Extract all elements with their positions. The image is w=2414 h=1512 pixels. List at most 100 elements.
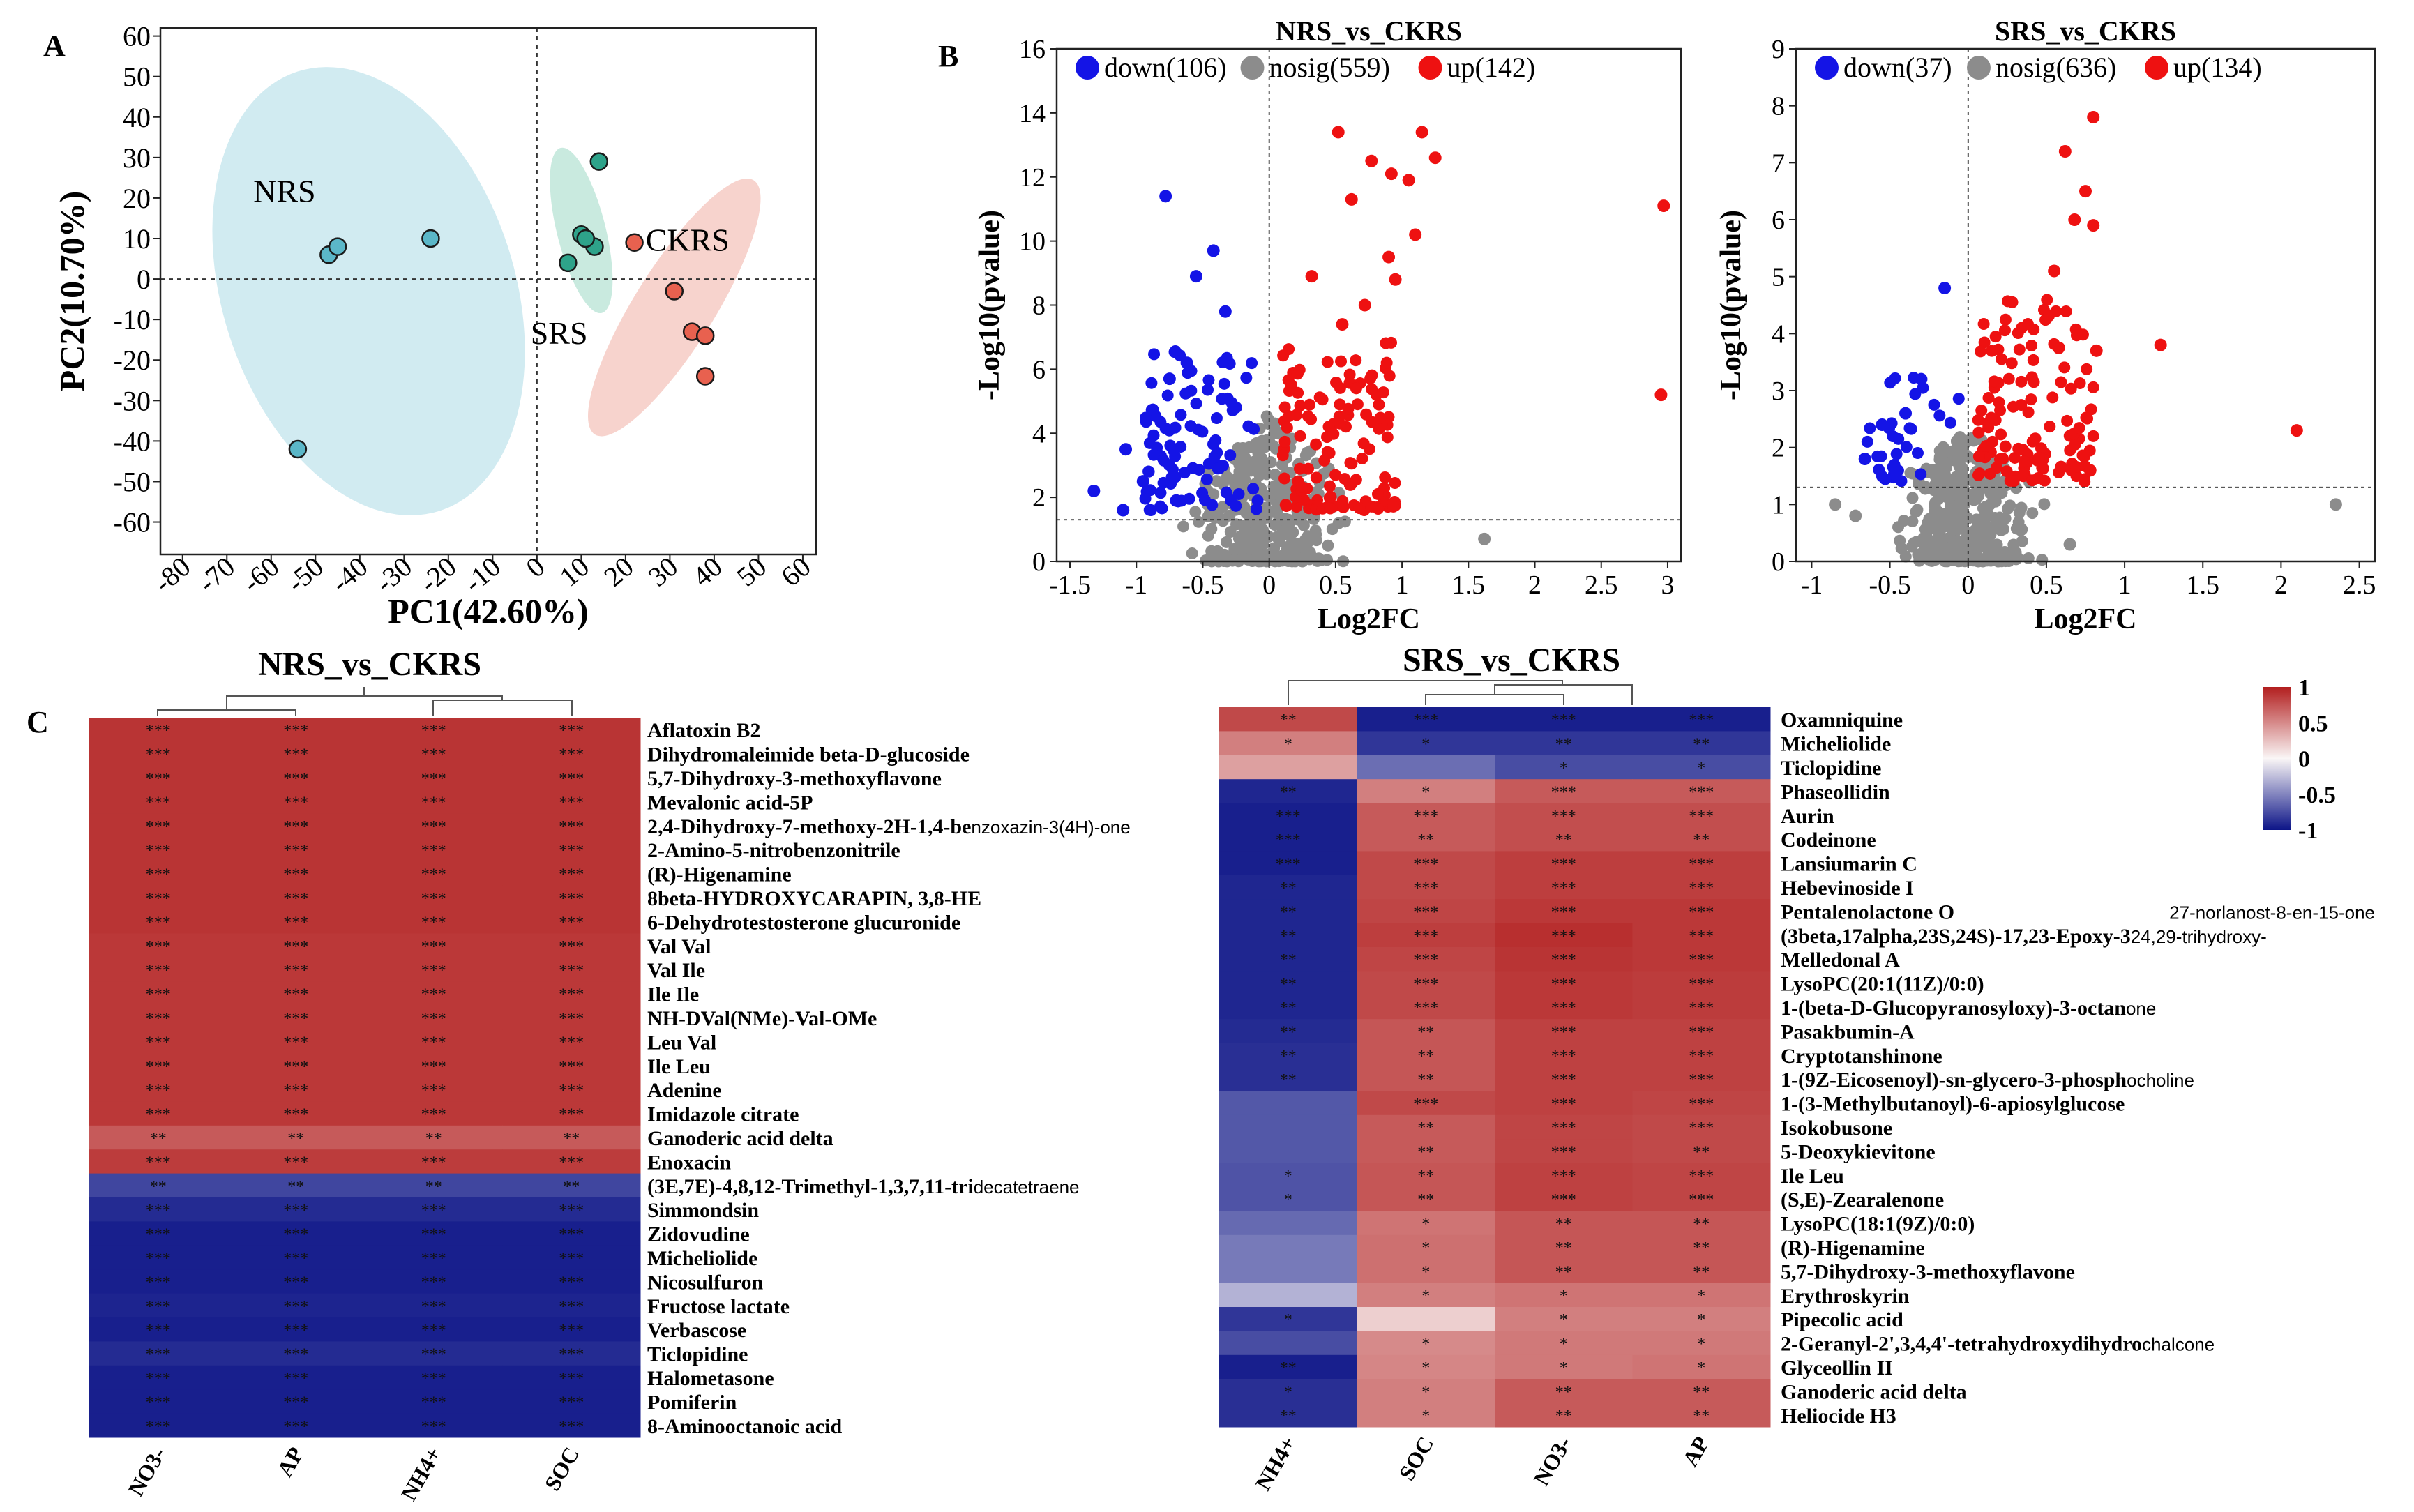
significance-stars: ** bbox=[1693, 831, 1710, 849]
significance-stars: * bbox=[1284, 1383, 1292, 1401]
heatmap-cell bbox=[502, 1125, 641, 1150]
y-tick-label: 9 bbox=[1772, 35, 1785, 64]
heatmap-cell bbox=[227, 789, 365, 815]
legend-item: up(142) bbox=[1418, 52, 1535, 83]
significance-stars: ** bbox=[425, 1130, 442, 1148]
point-down bbox=[1169, 421, 1182, 434]
ellipse-nrs bbox=[212, 67, 525, 515]
x-tick-label: -1 bbox=[1801, 570, 1823, 600]
heatmap-cell bbox=[227, 1245, 365, 1270]
point-down bbox=[1230, 499, 1242, 512]
significance-stars: * bbox=[1421, 1359, 1430, 1377]
point-up bbox=[1342, 402, 1355, 415]
point-up bbox=[1323, 480, 1336, 492]
row-label: Adenine bbox=[647, 1079, 722, 1102]
heatmap-cell bbox=[1219, 1331, 1357, 1356]
significance-stars: * bbox=[1284, 736, 1292, 754]
significance-stars: *** bbox=[146, 770, 171, 788]
point-down bbox=[1184, 420, 1197, 432]
heatmap-cell bbox=[1219, 923, 1357, 948]
row-label: Halometasone bbox=[647, 1367, 774, 1390]
point-up bbox=[1371, 487, 1384, 500]
point-nosig bbox=[2004, 499, 2016, 512]
significance-stars: *** bbox=[559, 914, 584, 932]
point-nosig bbox=[1913, 477, 1926, 490]
point-nosig bbox=[1299, 534, 1312, 546]
point-down bbox=[1251, 494, 1264, 507]
heatmap-cell bbox=[502, 1173, 641, 1198]
point-down bbox=[1175, 409, 1187, 421]
heatmap-cell bbox=[1495, 995, 1633, 1020]
point-down bbox=[1143, 504, 1156, 516]
significance-stars: *** bbox=[559, 986, 584, 1004]
chart-title: NRS_vs_CKRS bbox=[1276, 15, 1462, 47]
heatmap-cell bbox=[1357, 899, 1495, 924]
heatmap-cell bbox=[1632, 875, 1771, 900]
point-nosig bbox=[1959, 491, 1971, 504]
point-nosig bbox=[1232, 532, 1245, 545]
heatmap-cell bbox=[1357, 1331, 1495, 1356]
y-tick-label: -10 bbox=[114, 304, 151, 335]
heatmap-cell bbox=[502, 1293, 641, 1318]
significance-stars: *** bbox=[421, 1010, 446, 1028]
heatmap-cell bbox=[1495, 1259, 1633, 1284]
significance-stars: *** bbox=[283, 866, 308, 884]
point-up bbox=[1402, 174, 1415, 187]
legend-label: down(37) bbox=[1843, 52, 1952, 83]
heatmap-cell bbox=[502, 1078, 641, 1102]
heatmap-cell bbox=[1219, 1019, 1357, 1044]
significance-stars: * bbox=[1560, 759, 1568, 778]
significance-stars: *** bbox=[559, 938, 584, 956]
column-label: NO3- bbox=[123, 1443, 171, 1501]
point-down bbox=[1216, 393, 1228, 405]
point-nosig bbox=[1949, 511, 1961, 523]
x-tick-label: -60 bbox=[236, 550, 285, 598]
significance-stars: * bbox=[1421, 1336, 1430, 1354]
point-nosig bbox=[1945, 475, 1957, 487]
significance-stars: *** bbox=[146, 1418, 171, 1436]
heatmap-cell bbox=[502, 741, 641, 766]
heatmap-cell bbox=[227, 1197, 365, 1222]
significance-stars: ** bbox=[1555, 1383, 1572, 1401]
row-label: Dihydromaleimide beta-D-glucoside bbox=[647, 743, 970, 766]
point-nosig bbox=[1306, 551, 1318, 564]
heatmap-cell bbox=[1632, 1187, 1771, 1211]
significance-stars: *** bbox=[283, 1202, 308, 1220]
significance-stars: *** bbox=[283, 962, 308, 980]
y-tick-label: 1 bbox=[1772, 490, 1785, 520]
point-down bbox=[1219, 305, 1232, 318]
point-down bbox=[1140, 411, 1152, 424]
significance-stars: *** bbox=[1551, 808, 1576, 826]
significance-stars: *** bbox=[146, 890, 171, 908]
row-label: Ticlopidine bbox=[647, 1343, 748, 1366]
point-nosig bbox=[1287, 526, 1299, 538]
significance-stars: *** bbox=[559, 1058, 584, 1076]
point-up bbox=[2290, 424, 2303, 437]
significance-stars: *** bbox=[421, 1322, 446, 1340]
point-up bbox=[2018, 455, 2030, 468]
point-up bbox=[1360, 408, 1373, 421]
panel-label-b: B bbox=[938, 39, 958, 73]
point-nosig bbox=[1895, 542, 1908, 554]
heatmap-cell bbox=[365, 958, 503, 982]
y-tick-label: 3 bbox=[1772, 377, 1785, 406]
row-label: LysoPC(20:1(11Z)/0:0) bbox=[1781, 973, 1984, 996]
point-up bbox=[1366, 500, 1378, 513]
heatmap-cell bbox=[1632, 827, 1771, 852]
point-down bbox=[1139, 492, 1152, 505]
point-up bbox=[1975, 345, 1987, 358]
significance-stars: *** bbox=[1551, 783, 1576, 801]
significance-stars: ** bbox=[1555, 1407, 1572, 1426]
heatmap-cell bbox=[1495, 923, 1633, 948]
significance-stars: *** bbox=[421, 1106, 446, 1124]
point-up bbox=[1278, 401, 1291, 414]
significance-stars: *** bbox=[283, 1010, 308, 1028]
row-label: 1-(9Z-Eicosenoyl)-sn-glycero-3-phosphoch… bbox=[1781, 1068, 2194, 1091]
row-label: Verbascose bbox=[647, 1319, 746, 1342]
point-nosig bbox=[1992, 545, 2005, 557]
point-up bbox=[1343, 368, 1356, 381]
significance-stars: *** bbox=[146, 1226, 171, 1244]
heatmap-cell bbox=[1495, 851, 1633, 876]
significance-stars: *** bbox=[1689, 1096, 1714, 1114]
